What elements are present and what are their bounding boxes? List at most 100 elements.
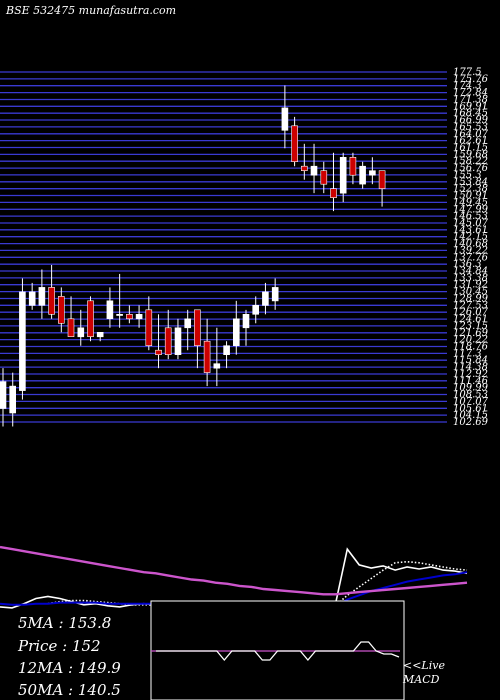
candle-body — [57, 296, 65, 324]
price-tick-label: 161.15 — [453, 143, 488, 154]
candle-body — [184, 318, 191, 329]
price-tick-label: 128.99 — [453, 294, 489, 305]
price-tick-label: 131.92 — [453, 280, 488, 291]
price-tick-label: 140.68 — [453, 239, 488, 250]
candle-body — [262, 291, 269, 306]
live-macd-link[interactable]: <<Live MACD — [403, 659, 445, 687]
macd-line — [156, 641, 400, 662]
candle-body — [106, 300, 114, 319]
price-tick-label: 166.99 — [453, 115, 489, 126]
price-tick-label: 112.92 — [453, 369, 488, 380]
price-tick-label: 109.99 — [453, 383, 489, 394]
candle-body — [281, 107, 289, 131]
candle-body — [271, 287, 279, 302]
price-tick-label: 118.76 — [453, 342, 489, 353]
candle-body — [28, 291, 36, 306]
price-tick-label: 175.76 — [453, 74, 489, 85]
ma12-readout: 12MA : 149.9 — [18, 659, 121, 677]
price-tick-label: 107.07 — [453, 396, 489, 407]
price-tick-label: 121.69 — [453, 328, 489, 339]
price-tick-label: 169.91 — [453, 101, 488, 112]
price-tick-label: 145.07 — [453, 218, 489, 229]
macd-panel — [150, 600, 405, 700]
candle-body — [300, 165, 308, 171]
price-tick-label: 146.53 — [453, 211, 488, 222]
price-tick-label: 147.99 — [453, 204, 489, 215]
ma5-readout: 5MA : 153.8 — [18, 614, 112, 632]
price-tick-label: 150.91 — [453, 191, 488, 202]
price-tick-label: 111.46 — [453, 376, 489, 387]
price-tick-label: 164.07 — [453, 129, 489, 140]
price-tick-label: 165.53 — [453, 122, 488, 133]
price-tick-label: 108.53 — [453, 390, 488, 401]
price-tick-label: 137.76 — [453, 252, 489, 263]
candle-body — [349, 157, 357, 176]
candle-body — [164, 327, 172, 355]
price-readout: Price : 152 — [18, 637, 101, 655]
candle-body — [291, 125, 298, 163]
price-tick-label: 168.45 — [453, 108, 488, 119]
candle-body — [48, 287, 55, 315]
candle-body — [155, 349, 162, 356]
price-grid — [0, 71, 447, 423]
price-tick-label: 172.84 — [453, 88, 488, 99]
candle-body — [378, 170, 386, 189]
price-tick-label: 156.76 — [453, 163, 489, 174]
live-macd-line2: MACD — [403, 673, 440, 686]
price-tick-label: 102.69 — [453, 417, 489, 428]
price-tick-label: 159.68 — [453, 149, 488, 160]
price-tick-label: 174.3 — [453, 81, 482, 92]
candle-body — [135, 313, 143, 320]
price-tick-label: 130.45 — [453, 287, 488, 298]
price-tick-label: 158.22 — [453, 156, 488, 167]
price-tick-label: 114.38 — [453, 362, 488, 373]
candle-body — [116, 313, 123, 316]
price-tick-label: 143.61 — [453, 225, 488, 236]
candle-body — [126, 313, 133, 320]
candle-body — [194, 309, 201, 346]
candle-body — [145, 309, 153, 346]
price-tick-label: 153.84 — [453, 177, 488, 188]
ma50-readout: 50MA : 140.5 — [18, 681, 121, 699]
candle-body — [320, 170, 328, 185]
candle-body — [19, 291, 26, 391]
price-tick-label: 123.15 — [453, 321, 488, 332]
candle-body — [339, 157, 347, 194]
candle-body — [213, 363, 221, 369]
candle-body — [38, 287, 46, 306]
candle-body — [203, 340, 211, 373]
price-tick-labels: 177.5175.76174.3172.84171.38169.91168.45… — [453, 67, 489, 428]
price-tick-label: 117.3 — [453, 348, 482, 359]
candle-body — [369, 170, 376, 176]
candle-body — [67, 318, 75, 337]
candle-body — [330, 188, 337, 198]
chart-watermark: BSE 532475 munafasutra.com — [6, 4, 177, 17]
indicator-line-price — [0, 547, 468, 609]
candle-body — [9, 385, 16, 414]
candle-body — [233, 318, 240, 346]
price-tick-label: 105.61 — [453, 403, 488, 414]
price-tick-label: 177.5 — [453, 67, 482, 78]
price-tick-label: 126.07 — [453, 307, 489, 318]
price-tick-label: 162.61 — [453, 136, 488, 147]
price-tick-label: 104.15 — [453, 410, 488, 421]
candlesticks — [0, 85, 386, 427]
price-tick-label: 171.38 — [453, 95, 488, 106]
price-tick-label: 133.38 — [453, 273, 488, 284]
price-tick-label: 155.3 — [453, 170, 482, 181]
indicator-line-long-ma — [0, 545, 468, 596]
candle-body — [174, 327, 182, 355]
candle-body — [252, 304, 259, 315]
candle-body — [77, 327, 85, 338]
price-tick-label: 120.22 — [453, 335, 488, 346]
price-tick-label: 134.84 — [453, 266, 488, 277]
live-macd-line1: <<Live — [403, 659, 445, 672]
candle-body — [96, 331, 104, 338]
price-tick-label: 136.3 — [453, 259, 482, 270]
candle-body — [0, 381, 7, 409]
price-tick-label: 149.45 — [453, 197, 488, 208]
price-tick-label: 152.38 — [453, 184, 488, 195]
candle-body — [310, 165, 318, 176]
